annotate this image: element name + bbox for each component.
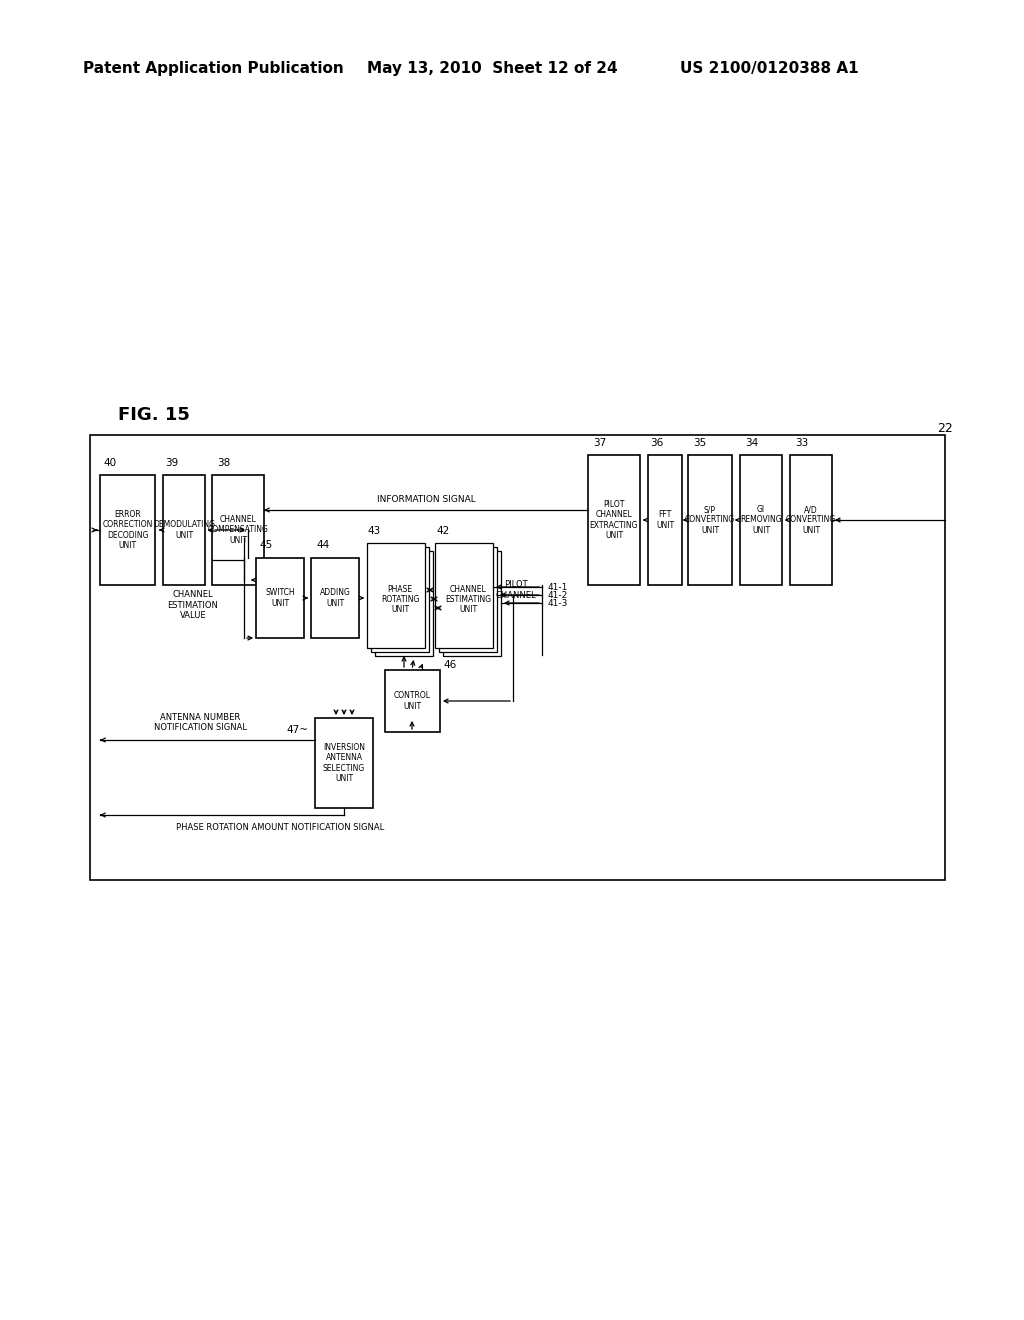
Bar — [163, 475, 205, 585]
Text: ERROR
CORRECTION
DECODING
UNIT: ERROR CORRECTION DECODING UNIT — [102, 510, 153, 550]
Text: S/P
CONVERTING
UNIT: S/P CONVERTING UNIT — [685, 506, 735, 535]
Bar — [100, 475, 155, 585]
Text: 33: 33 — [796, 438, 809, 447]
Text: May 13, 2010  Sheet 12 of 24: May 13, 2010 Sheet 12 of 24 — [367, 61, 617, 75]
Text: INFORMATION SIGNAL: INFORMATION SIGNAL — [377, 495, 475, 504]
Bar — [371, 546, 429, 652]
Bar — [439, 546, 497, 652]
Text: SWITCH
UNIT: SWITCH UNIT — [265, 589, 295, 607]
Text: CHANNEL
COMPENSATING
UNIT: CHANNEL COMPENSATING UNIT — [208, 515, 268, 545]
Text: CONTROL
UNIT: CONTROL UNIT — [394, 692, 431, 710]
Text: A/D
CONVERTING
UNIT: A/D CONVERTING UNIT — [785, 506, 837, 535]
Text: PILOT
CHANNEL: PILOT CHANNEL — [496, 581, 537, 599]
Text: 37: 37 — [593, 438, 606, 447]
Text: PILOT
CHANNEL
EXTRACTING
UNIT: PILOT CHANNEL EXTRACTING UNIT — [590, 500, 638, 540]
Text: ADDING
UNIT: ADDING UNIT — [319, 589, 350, 607]
Bar — [688, 455, 732, 585]
Text: US 2100/0120388 A1: US 2100/0120388 A1 — [680, 61, 859, 75]
Bar — [315, 718, 373, 808]
Text: 44: 44 — [316, 540, 330, 550]
Text: 41-2: 41-2 — [548, 590, 568, 599]
Text: 35: 35 — [693, 438, 707, 447]
Text: CHANNEL
ESTIMATION
VALUE: CHANNEL ESTIMATION VALUE — [168, 590, 218, 620]
Text: ANTENNA NUMBER
NOTIFICATION SIGNAL: ANTENNA NUMBER NOTIFICATION SIGNAL — [154, 713, 247, 733]
Text: DEMODULATING
UNIT: DEMODULATING UNIT — [153, 520, 215, 540]
Bar — [648, 455, 682, 585]
Text: PHASE ROTATION AMOUNT NOTIFICATION SIGNAL: PHASE ROTATION AMOUNT NOTIFICATION SIGNA… — [176, 822, 384, 832]
Text: 36: 36 — [650, 438, 664, 447]
Text: CHANNEL
ESTIMATING
UNIT: CHANNEL ESTIMATING UNIT — [445, 585, 492, 614]
Bar — [443, 550, 501, 656]
Text: 39: 39 — [165, 458, 178, 469]
Bar — [311, 558, 359, 638]
Text: 41-1: 41-1 — [548, 582, 568, 591]
Text: 34: 34 — [745, 438, 759, 447]
Bar — [90, 436, 945, 880]
Bar — [740, 455, 782, 585]
Bar — [212, 475, 264, 585]
Bar — [790, 455, 831, 585]
Text: FFT
UNIT: FFT UNIT — [656, 511, 674, 529]
Text: 40: 40 — [103, 458, 117, 469]
Text: 42: 42 — [436, 525, 450, 536]
Text: 46: 46 — [443, 660, 457, 671]
Text: Patent Application Publication: Patent Application Publication — [83, 61, 344, 75]
Bar — [588, 455, 640, 585]
Bar — [256, 558, 304, 638]
Bar — [367, 543, 425, 648]
Text: 38: 38 — [217, 458, 230, 469]
Bar — [385, 671, 440, 733]
Text: PHASE
ROTATING
UNIT: PHASE ROTATING UNIT — [381, 585, 419, 614]
Text: 22: 22 — [937, 421, 953, 434]
Text: 45: 45 — [259, 540, 272, 550]
Text: 43: 43 — [368, 525, 381, 536]
Bar — [435, 543, 493, 648]
Text: 41-3: 41-3 — [548, 598, 568, 607]
Bar — [375, 550, 433, 656]
Text: INVERSION
ANTENNA
SELECTING
UNIT: INVERSION ANTENNA SELECTING UNIT — [323, 743, 366, 783]
Text: GI
REMOVING
UNIT: GI REMOVING UNIT — [740, 506, 781, 535]
Text: FIG. 15: FIG. 15 — [118, 407, 189, 424]
Text: 47~: 47~ — [286, 725, 308, 735]
